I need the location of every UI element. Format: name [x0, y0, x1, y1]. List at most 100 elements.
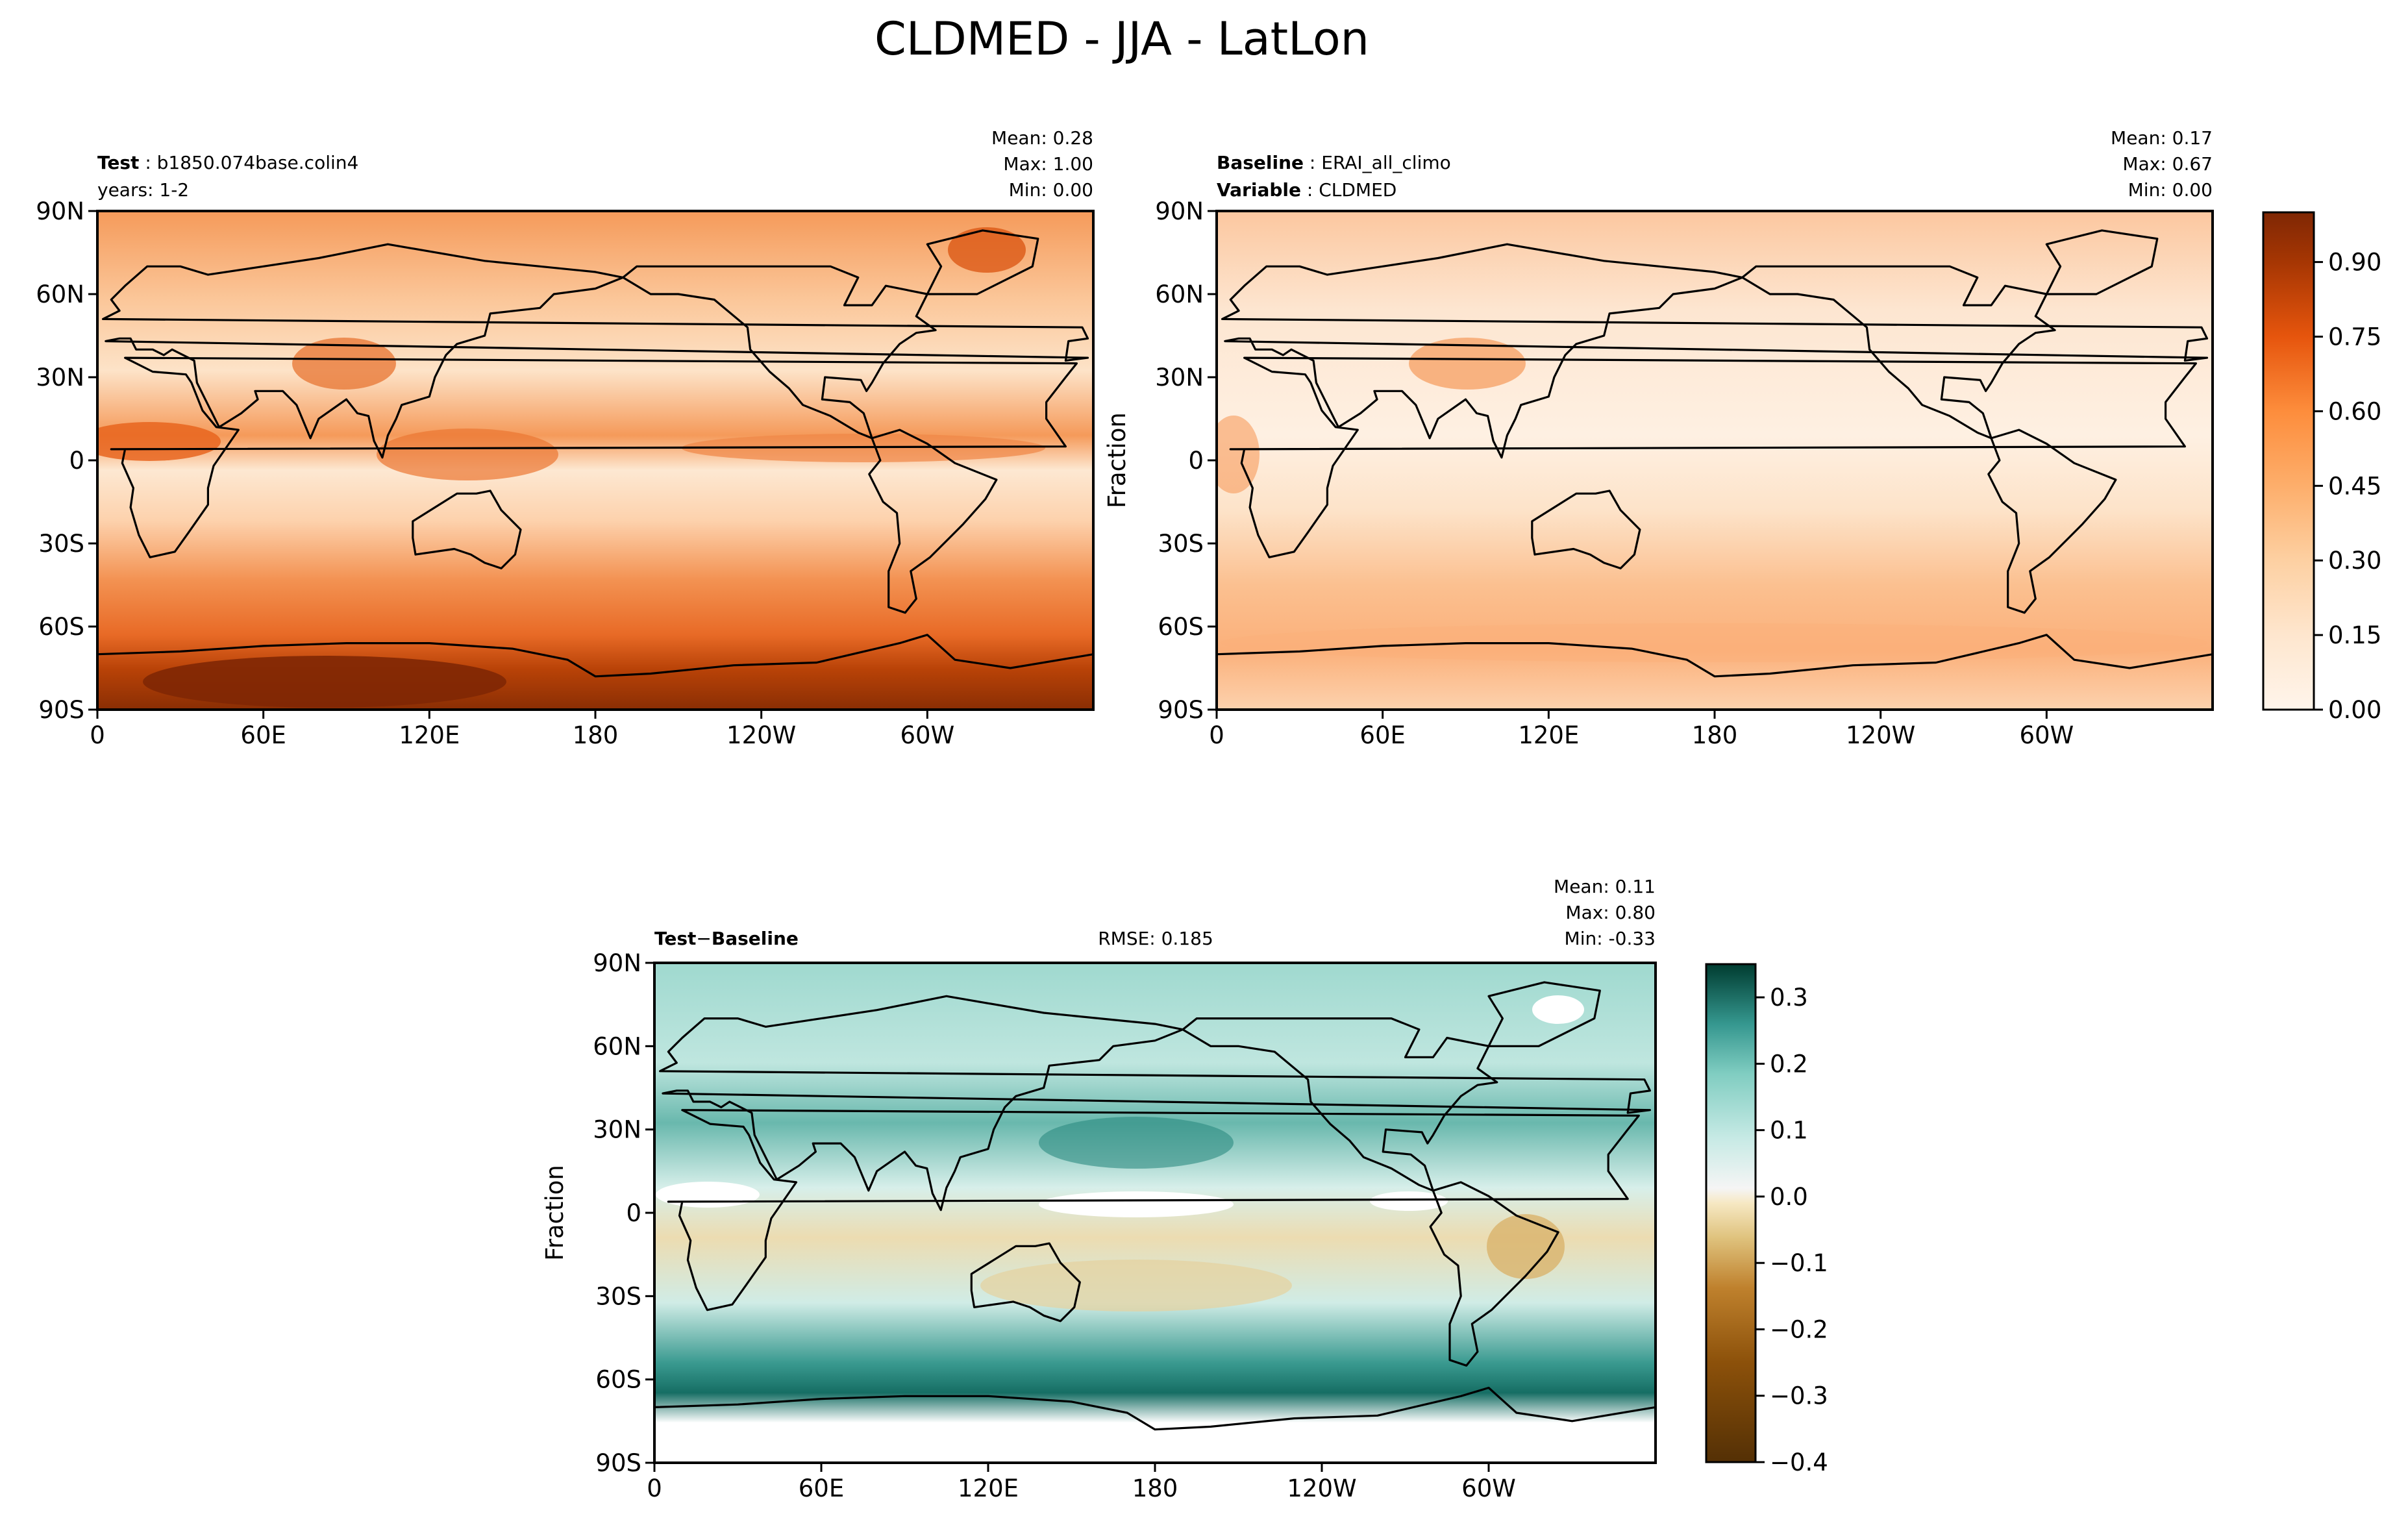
lon-tick-label: 120W — [1287, 1474, 1356, 1502]
test-label-line2: years: 1-2 — [97, 179, 189, 201]
lat-tick-label: 90S — [595, 1449, 641, 1477]
test-warm-pool — [377, 429, 558, 480]
lon-tick-label: 60W — [900, 721, 954, 749]
coast-australia — [412, 490, 522, 570]
lon-tick-label: 120W — [1846, 721, 1915, 749]
baseline-africa-feature — [1217, 416, 1260, 493]
baseline-label-line1: Baseline : ERAI_all_climo — [1217, 152, 1451, 173]
test-africa-itcz — [97, 422, 221, 461]
lon-tick-label: 60E — [240, 721, 286, 749]
lat-tick-label: 30N — [1155, 364, 1204, 392]
baseline-min: Min: 0.00 — [2128, 179, 2213, 201]
diff-pacific-white — [1370, 1191, 1448, 1211]
diff-rmse: RMSE: 0.185 — [1098, 928, 1213, 949]
lon-tick-label: 60W — [1461, 1474, 1516, 1502]
lat-tick-label: 90N — [36, 197, 84, 225]
lat-tick-label: 60N — [593, 1032, 641, 1060]
coast-africa — [667, 1109, 1640, 1311]
diff-brazil-neg — [1487, 1214, 1565, 1279]
baseline-ylabel: Fraction — [1103, 412, 1131, 508]
coast-south-america — [868, 429, 998, 614]
lon-tick-label: 120E — [399, 721, 460, 749]
coast-eurasia — [101, 243, 1089, 459]
lat-tick-label: 60S — [1158, 613, 1204, 641]
diff-ylabel: Fraction — [541, 1165, 569, 1261]
colorbar-tick-label: −0.3 — [1770, 1382, 1828, 1410]
coast-greenland — [1487, 981, 1601, 1047]
baseline-label-line2: Variable : CLDMED — [1217, 179, 1396, 201]
lon-tick-label: 120W — [726, 721, 796, 749]
test-mean: Mean: 0.28 — [991, 127, 1093, 149]
test-lat-axis: 90N 60N 30N 0 30S 60S 90S — [36, 197, 97, 724]
colorbar-diff-fill — [1706, 964, 1756, 1462]
colorbar-tick-label: 0.1 — [1770, 1117, 1808, 1145]
coast-north-america — [1182, 1017, 1498, 1192]
test-lon-axis: 0 60E 120E 180 120W 60W — [90, 710, 954, 749]
panel-diff: 90N 60N 30N 0 30S 60S 90S 0 60E 120E 180 120W 60W F… — [541, 876, 1657, 1502]
test-coastlines — [96, 229, 1095, 711]
lat-tick-label: 30S — [38, 530, 84, 558]
colorbar-tick-label: 0.60 — [2328, 397, 2381, 425]
colorbar-tick-label: 0.0 — [1770, 1183, 1808, 1211]
coast-south-america — [1429, 1181, 1559, 1367]
diff-lon-axis: 0 60E 120E 180 120W 60W — [647, 1463, 1516, 1502]
coast-eurasia — [1221, 243, 2209, 459]
colorbar-diff: 0.3 0.2 0.1 0.0 −0.1 −0.2 −0.3 −0.4 — [1705, 963, 1828, 1476]
lat-tick-label: 30S — [1158, 530, 1204, 558]
lon-tick-label: 180 — [1132, 1474, 1178, 1502]
baseline-tibet-feature — [1409, 338, 1526, 390]
lon-tick-label: 120E — [1518, 721, 1579, 749]
lon-tick-label: 0 — [90, 721, 105, 749]
lat-tick-label: 60N — [1155, 280, 1204, 308]
baseline-south-band — [1221, 623, 2207, 662]
coast-south-america — [1987, 429, 2117, 614]
lon-tick-label: 60W — [2019, 721, 2074, 749]
colorbar-tick-label: 0.30 — [2328, 547, 2381, 575]
lat-tick-label: 30S — [595, 1282, 641, 1310]
colorbar-diff-frame — [1705, 963, 1757, 1463]
lon-tick-label: 0 — [1209, 721, 1224, 749]
colorbar-tick-label: 0.3 — [1770, 984, 1808, 1012]
coast-australia — [1531, 490, 1641, 570]
lat-tick-label: 0 — [626, 1199, 641, 1227]
coast-greenland — [2045, 229, 2159, 295]
test-arctic-feature — [948, 227, 1026, 273]
diff-lat-axis: 90N 60N 30N 0 30S 60S 90S — [593, 949, 654, 1477]
colorbar-tick-label: 0.90 — [2328, 249, 2381, 277]
lat-tick-label: 90N — [1155, 197, 1204, 225]
lon-tick-label: 180 — [573, 721, 619, 749]
diff-africa-white — [656, 1182, 760, 1208]
colorbar-top-fill — [2263, 212, 2314, 710]
diff-tropical-pos — [1039, 1117, 1234, 1169]
panel-baseline: 90N 60N 30N 0 30S 60S 90S 0 60E 120E 180 120W 60W F… — [1103, 127, 2214, 749]
coast-antarctica — [1215, 634, 2214, 711]
lat-tick-label: 30N — [593, 1116, 641, 1144]
coast-eurasia — [658, 995, 1651, 1212]
test-label-line1: Test : b1850.074base.colin4 — [97, 152, 358, 173]
diff-max: Max: 0.80 — [1565, 902, 1656, 923]
lat-tick-label: 60S — [38, 613, 84, 641]
lat-tick-label: 60N — [36, 280, 84, 308]
diff-coastlines — [653, 981, 1657, 1464]
coast-north-america — [621, 265, 937, 440]
colorbar-top-frame — [2262, 211, 2315, 711]
lat-tick-label: 0 — [69, 447, 84, 475]
lat-tick-label: 90S — [1158, 696, 1204, 724]
lon-tick-label: 60E — [1359, 721, 1405, 749]
colorbar-top-ticks: 0.00 0.15 0.30 0.45 0.60 0.75 0.90 — [2314, 249, 2381, 724]
diff-arctic-white — [1532, 995, 1584, 1024]
test-tibet-feature — [292, 338, 396, 390]
lat-tick-label: 30N — [36, 364, 84, 392]
colorbar-top: 0.00 0.15 0.30 0.45 0.60 0.75 0.90 — [2262, 211, 2381, 724]
coast-greenland — [926, 229, 1039, 295]
colorbar-diff-ticks: 0.3 0.2 0.1 0.0 −0.1 −0.2 −0.3 −0.4 — [1756, 984, 1828, 1476]
lon-tick-label: 120E — [958, 1474, 1019, 1502]
lat-tick-label: 90N — [593, 949, 641, 977]
test-min: Min: 0.00 — [1009, 179, 1093, 201]
baseline-max: Max: 0.67 — [2122, 153, 2213, 175]
coast-north-america — [1741, 265, 2056, 440]
coast-antarctica — [653, 1386, 1657, 1464]
diff-label: Test−Baseline — [654, 928, 799, 949]
baseline-coastlines — [1215, 229, 2214, 711]
